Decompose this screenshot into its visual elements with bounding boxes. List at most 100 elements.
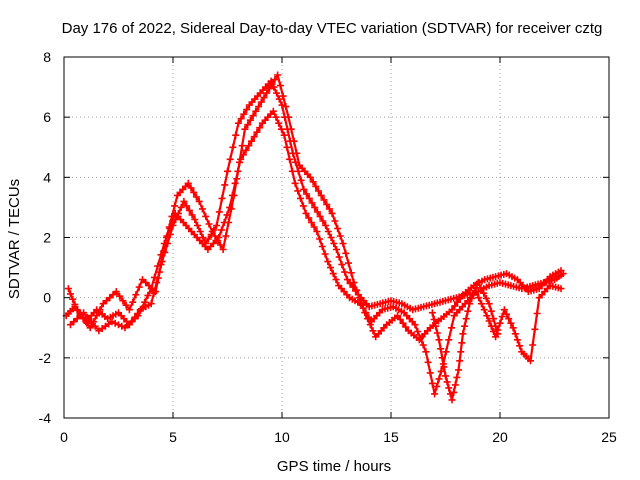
data-point	[347, 269, 355, 277]
data-point	[461, 322, 469, 330]
data-point	[402, 323, 410, 331]
data-point	[282, 103, 290, 111]
data-point	[80, 309, 88, 317]
data-point	[269, 107, 277, 115]
data-point	[116, 292, 124, 300]
data-point	[490, 328, 497, 335]
data-point	[122, 301, 130, 309]
data-point	[437, 367, 445, 375]
data-point	[424, 358, 432, 366]
data-point	[311, 203, 319, 211]
data-point	[229, 143, 237, 151]
data-point	[456, 294, 464, 302]
data-point	[331, 217, 339, 225]
x-tick-label: 0	[60, 429, 68, 445]
data-point	[287, 125, 295, 133]
data-point	[268, 80, 276, 88]
data-point	[250, 133, 258, 141]
data-point	[507, 319, 515, 327]
data-point	[192, 193, 200, 201]
data-point	[453, 373, 461, 381]
data-point	[445, 384, 453, 392]
data-point	[245, 142, 253, 150]
data-point	[239, 151, 247, 159]
data-point	[166, 225, 174, 232]
data-point	[299, 202, 307, 210]
data-point	[485, 317, 493, 325]
data-point	[246, 116, 254, 124]
data-point	[196, 228, 204, 235]
data-point	[411, 321, 419, 329]
y-tick-labels: -4 -2 0 2 4 6 8	[39, 49, 52, 426]
data-point	[152, 288, 160, 296]
data-point	[365, 313, 373, 321]
data-point	[458, 339, 466, 347]
data-point	[171, 202, 179, 210]
data-point	[274, 71, 282, 79]
data-point	[338, 261, 346, 269]
data-point	[180, 197, 188, 205]
data-point	[67, 290, 74, 298]
data-point	[184, 179, 192, 187]
data-point	[451, 302, 459, 310]
data-point	[483, 312, 491, 320]
data-point	[266, 85, 273, 93]
data-point	[219, 246, 227, 253]
data-point	[309, 178, 317, 186]
data-point	[430, 316, 438, 323]
data-point	[494, 330, 502, 338]
data-point	[177, 203, 185, 211]
data-point	[213, 222, 221, 229]
data-point	[238, 142, 246, 150]
data-point	[278, 125, 285, 133]
data-point	[511, 330, 519, 338]
data-point	[220, 219, 228, 226]
data-point	[297, 176, 305, 184]
data-point	[308, 199, 316, 207]
x-axis-label: GPS time / hours	[277, 458, 391, 475]
data-point	[339, 240, 347, 247]
data-point	[448, 324, 455, 332]
data-point	[335, 253, 343, 261]
data-point	[455, 366, 463, 374]
data-point	[500, 306, 508, 314]
data-point	[419, 341, 427, 349]
data-point	[478, 300, 485, 308]
data-point	[527, 357, 534, 365]
data-point	[513, 336, 521, 344]
data-point	[243, 106, 251, 114]
data-point	[432, 322, 440, 330]
series-line-track-c	[69, 110, 563, 395]
data-point	[475, 294, 483, 302]
data-point	[288, 167, 296, 175]
data-point	[396, 316, 404, 323]
data-point	[321, 250, 329, 258]
y-tick-label: -4	[39, 410, 52, 426]
data-point	[147, 300, 155, 308]
data-point	[169, 217, 176, 225]
data-point	[83, 313, 91, 321]
data-point	[190, 188, 198, 196]
data-point	[316, 235, 324, 243]
data-point	[242, 146, 250, 154]
data-point	[231, 179, 239, 187]
data-point	[208, 228, 216, 235]
data-point	[279, 92, 287, 100]
data-point	[290, 137, 298, 145]
data-point	[115, 321, 122, 329]
data-point	[426, 369, 434, 377]
data-point	[198, 205, 206, 213]
data-point	[315, 187, 322, 195]
data-point	[204, 235, 212, 243]
data-point	[226, 155, 234, 163]
data-point	[516, 342, 524, 350]
data-point	[433, 329, 441, 337]
data-point	[273, 89, 281, 97]
data-point	[215, 208, 223, 216]
data-point	[496, 319, 504, 327]
data-point	[271, 76, 279, 84]
data-point	[249, 112, 257, 120]
data-point	[492, 322, 500, 330]
data-point	[111, 319, 119, 327]
